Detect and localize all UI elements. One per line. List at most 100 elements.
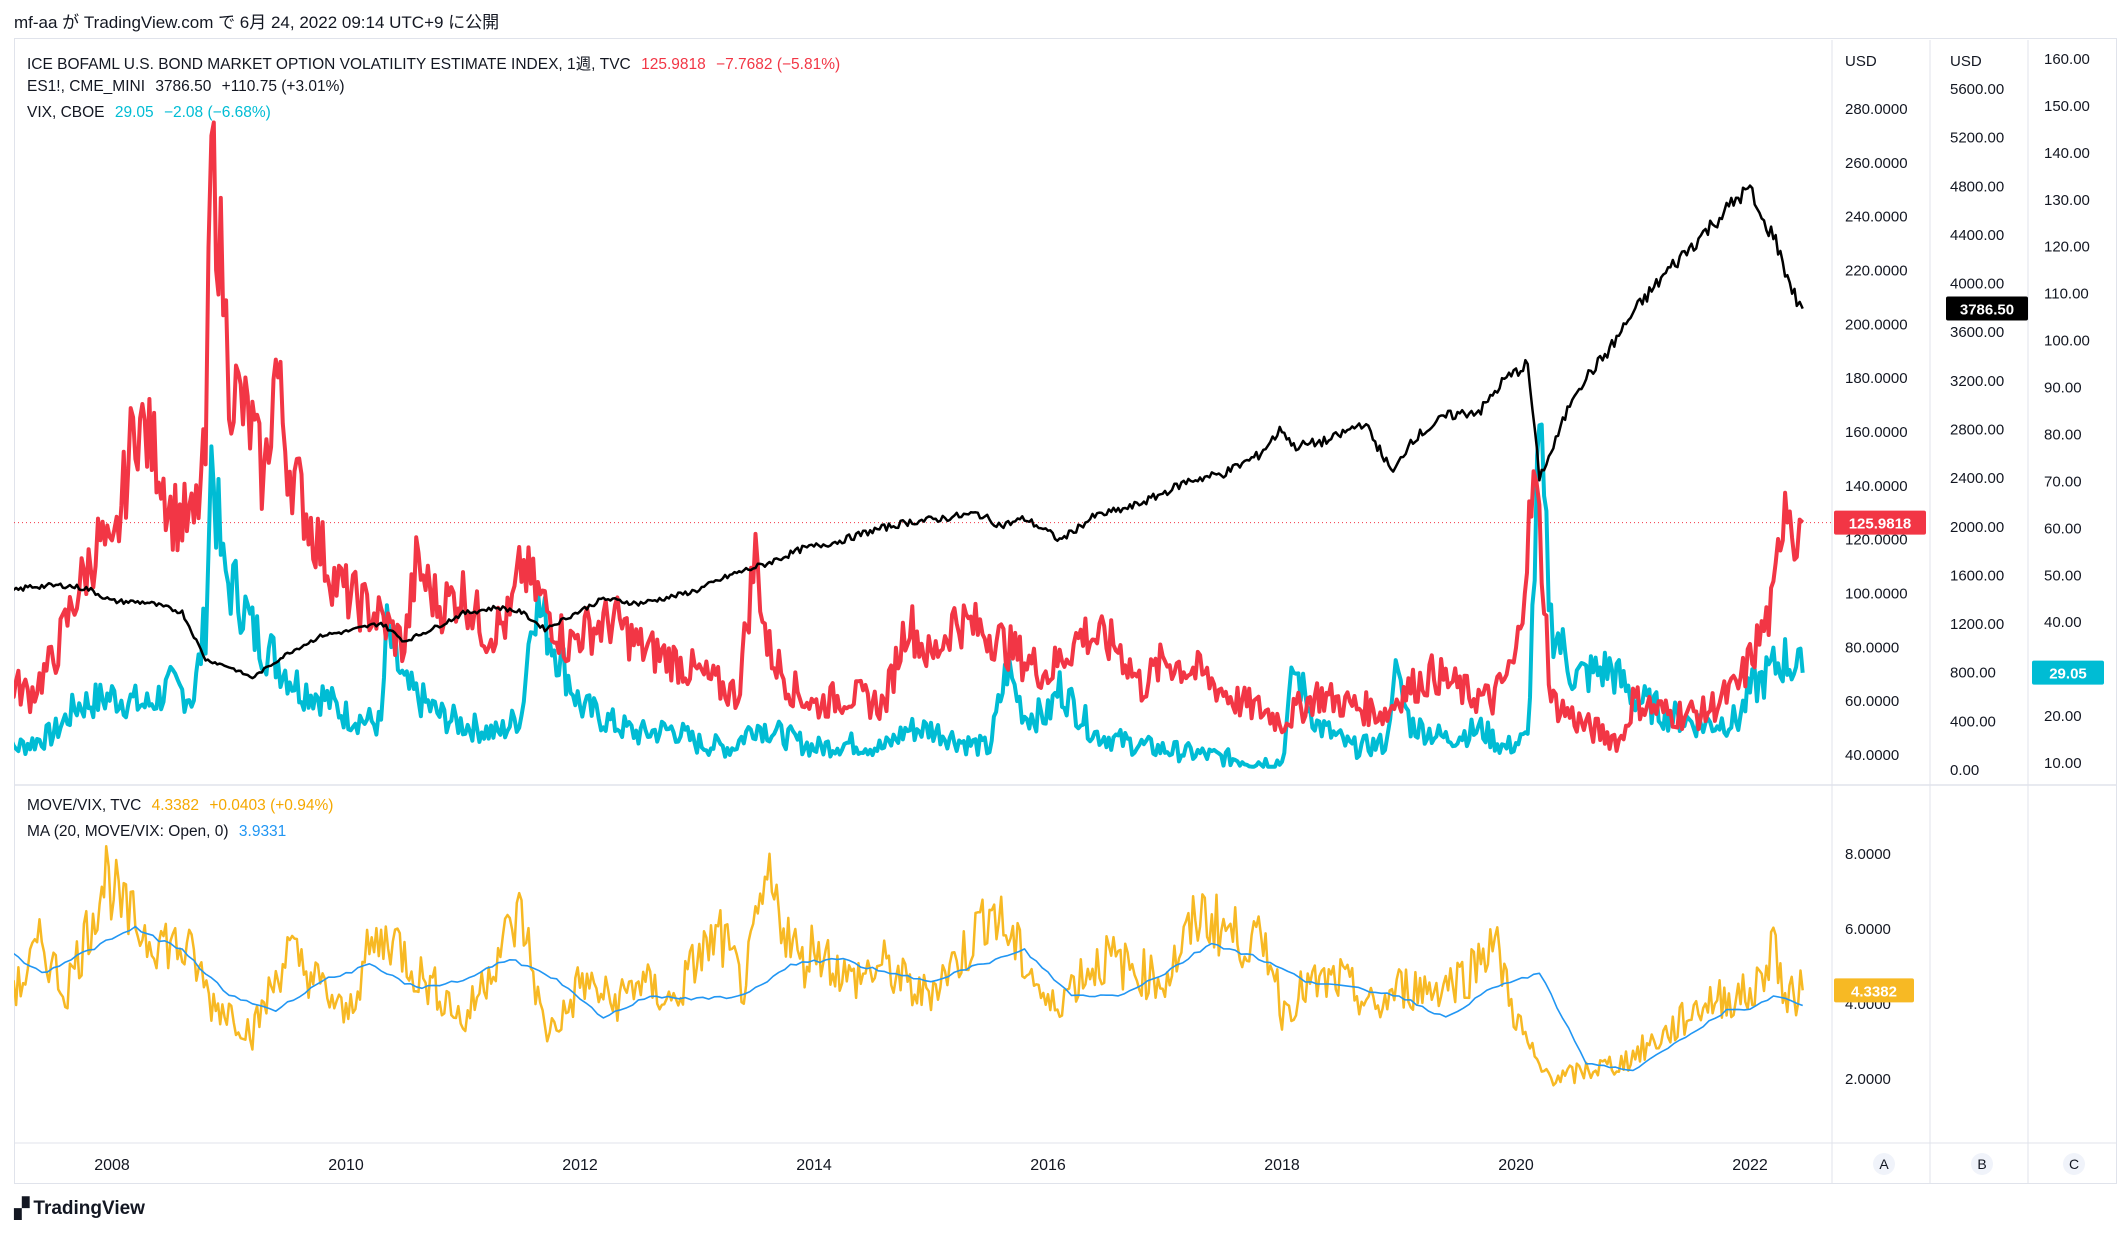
axis-c-tick: 140.00 <box>2044 145 2090 162</box>
axis-c-tick: 150.00 <box>2044 98 2090 115</box>
x-tick-label: 2010 <box>328 1157 364 1174</box>
axis-c-tick: 50.00 <box>2044 567 2082 584</box>
legend-ratio-value: 4.3382 <box>151 797 200 814</box>
axis-b-tick: 5200.00 <box>1950 130 2004 147</box>
move-series-line <box>14 120 1805 753</box>
legend-es[interactable]: ES1!, CME_MINI 3786.50 +110.75 (+3.01%) <box>27 78 351 96</box>
legend-move-vix[interactable]: MOVE/VIX, TVC 4.3382 +0.0403 (+0.94%) <box>27 797 339 815</box>
es-price-badge: 3786.50 <box>1946 296 2028 321</box>
vix-price-badge: 29.05 <box>2032 660 2104 685</box>
x-tick-label: 2022 <box>1732 1157 1768 1174</box>
axis-b-tick: 4000.00 <box>1950 276 2004 293</box>
axis-b-tick: 1600.00 <box>1950 567 2004 584</box>
lower-axis-tick: 2.0000 <box>1845 1071 1891 1088</box>
x-tick-label: 2016 <box>1030 1157 1066 1174</box>
x-tick-label: 2008 <box>94 1157 130 1174</box>
axis-b-tick: 2400.00 <box>1950 470 2004 487</box>
axis-c-tick: 130.00 <box>2044 192 2090 209</box>
es-price-badge-label: 3786.50 <box>1960 302 2014 319</box>
ratio-price-badge-bg <box>1834 978 1914 1003</box>
axis-c-tick: 10.00 <box>2044 755 2082 772</box>
axis-c-tick: 20.00 <box>2044 708 2082 725</box>
tradingview-logo[interactable]: ▞ TradingView <box>14 1196 145 1221</box>
axis-a-tick: 200.0000 <box>1845 316 1908 333</box>
legend-ma-value: 3.9331 <box>238 823 287 840</box>
legend-move-change: −7.7682 (−5.81%) <box>716 56 841 73</box>
lower-axis-tick: 8.0000 <box>1845 846 1891 863</box>
publish-info: mf-aa が TradingView.com で 6月 24, 2022 09… <box>14 13 500 32</box>
legend-es-symbol: ES1!, CME_MINI <box>27 78 145 95</box>
axis-a-tick: 260.0000 <box>1845 155 1908 172</box>
axis-a-tick: 180.0000 <box>1845 370 1908 387</box>
tradingview-logo-icon: ▞ <box>14 1198 29 1220</box>
x-tick-label: 2018 <box>1264 1157 1300 1174</box>
axis-b-tick: 3600.00 <box>1950 324 2004 341</box>
ratio-price-badge: 4.3382 <box>1834 978 1914 1003</box>
scale-letter-bg <box>1971 1153 1993 1175</box>
legend-vix-change: −2.08 (−6.68%) <box>163 104 271 121</box>
axis-a-tick: 60.0000 <box>1845 693 1899 710</box>
axis-b-tick: 800.00 <box>1950 665 1996 682</box>
vix-series-line <box>14 422 1805 769</box>
legend-move[interactable]: ICE BOFAML U.S. BOND MARKET OPTION VOLAT… <box>27 52 846 74</box>
axis-a-tick: 80.0000 <box>1845 639 1899 656</box>
legend-move-value: 125.9818 <box>641 56 706 73</box>
ma-series-line <box>14 925 1803 1072</box>
scale-letter-bg <box>2063 1153 2085 1175</box>
axis-b-tick: 5600.00 <box>1950 81 2004 98</box>
move-price-badge-label: 125.9818 <box>1849 516 1912 533</box>
price-badges: 125.9818 3786.50 29.05 4.3382 <box>1834 296 2104 1003</box>
axis-a-tick: 280.0000 <box>1845 101 1908 118</box>
axis-c-tick: 60.00 <box>2044 520 2082 537</box>
axis-c-tick: 160.00 <box>2044 51 2090 68</box>
chart-frame[interactable] <box>14 38 2117 1184</box>
axis-a-tick: 140.0000 <box>1845 478 1908 495</box>
axis-c-tick: 40.00 <box>2044 614 2082 631</box>
legend-ratio-change: +0.0403 (+0.94%) <box>209 797 334 814</box>
legend-ma-symbol: MA (20, MOVE/VIX: Open, 0) <box>27 823 229 840</box>
lower-pane-plot <box>14 844 1804 1087</box>
upper-pane-plot <box>14 120 1832 769</box>
legend-vix[interactable]: VIX, CBOE 29.05 −2.08 (−6.68%) <box>27 104 277 122</box>
price-axes: 2008 2010 2012 2014 2016 2018 2020 2022 A B C USD 28… <box>94 51 2090 1175</box>
axis-a-tick: 120.0000 <box>1845 532 1908 549</box>
axis-c-tick: 70.00 <box>2044 473 2082 490</box>
move-vix-series-line <box>14 844 1804 1087</box>
es-price-badge-bg <box>1946 296 2028 321</box>
axis-c-tick: 120.00 <box>2044 239 2090 256</box>
legend-ma[interactable]: MA (20, MOVE/VIX: Open, 0) 3.9331 <box>27 823 292 841</box>
axis-b-tick: 1200.00 <box>1950 616 2004 633</box>
es-series-line <box>14 184 1804 680</box>
ratio-price-badge-label: 4.3382 <box>1851 983 1897 1000</box>
axis-b-tick: 400.00 <box>1950 713 1996 730</box>
axis-a-tick: 40.0000 <box>1845 747 1899 764</box>
scale-letter-B: B <box>1977 1156 1986 1172</box>
legend-ratio-symbol: MOVE/VIX, TVC <box>27 797 142 814</box>
axis-b-tick: 2800.00 <box>1950 422 2004 439</box>
axis-b-unit: USD <box>1950 53 1982 70</box>
grid-lines <box>14 40 2116 1184</box>
move-price-badge: 125.9818 <box>1834 510 1926 535</box>
axis-a-tick: 220.0000 <box>1845 263 1908 280</box>
axis-b-tick: 2000.00 <box>1950 519 2004 536</box>
scale-letter-bg <box>1873 1153 1895 1175</box>
axis-c-tick: 100.00 <box>2044 333 2090 350</box>
axis-b-tick: 3200.00 <box>1950 373 2004 390</box>
axis-a-tick: 160.0000 <box>1845 424 1908 441</box>
legend-es-change: +110.75 (+3.01%) <box>221 78 345 95</box>
vix-price-badge-label: 29.05 <box>2049 666 2087 683</box>
tradingview-brand: TradingView <box>33 1197 145 1219</box>
vix-price-badge-bg <box>2032 660 2104 685</box>
axis-a-unit: USD <box>1845 53 1877 70</box>
scale-letter-A: A <box>1879 1156 1889 1172</box>
axis-b-tick: 0.00 <box>1950 762 1979 779</box>
move-price-badge-bg <box>1834 510 1926 535</box>
axis-c-tick: 90.00 <box>2044 380 2082 397</box>
lower-axis-tick: 6.0000 <box>1845 921 1891 938</box>
scale-letter-C: C <box>2069 1156 2079 1172</box>
legend-vix-value: 29.05 <box>114 104 154 121</box>
legend-es-value: 3786.50 <box>155 78 212 95</box>
x-tick-label: 2014 <box>796 1157 832 1174</box>
x-tick-label: 2012 <box>562 1157 598 1174</box>
